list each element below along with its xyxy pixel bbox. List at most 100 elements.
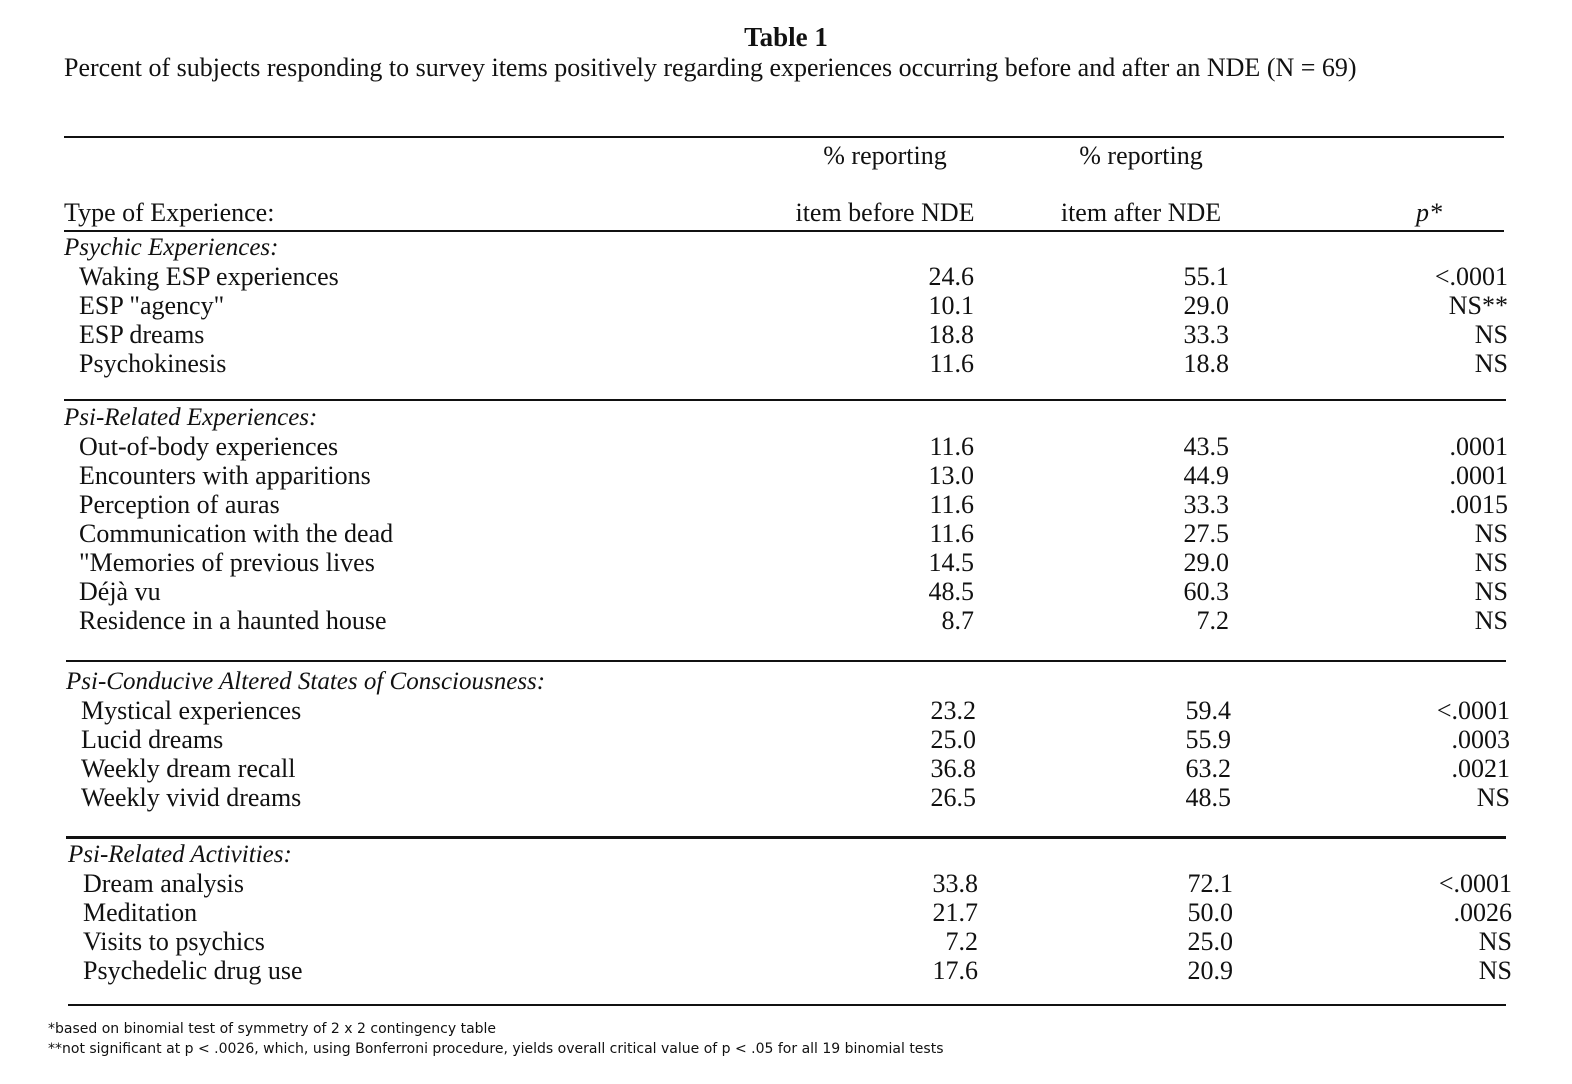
before-value: 24.6 <box>928 262 975 291</box>
row-label: Perception of auras <box>79 490 280 519</box>
row-label: "Memories of previous lives <box>79 548 375 577</box>
p-value: NS <box>1478 956 1512 985</box>
row-label: Visits to psychics <box>83 927 265 956</box>
before-value: 13.0 <box>928 461 975 490</box>
p-value: .0021 <box>1451 754 1511 783</box>
after-value: 72.1 <box>1187 869 1234 898</box>
after-value: 59.4 <box>1185 696 1232 725</box>
p-value: <.0001 <box>1438 869 1512 898</box>
table-row: Perception of auras 11.6 33.3 .0015 <box>64 490 1508 519</box>
before-value: 36.8 <box>930 754 977 783</box>
before-value: 11.6 <box>929 490 974 519</box>
p-value: NS <box>1474 577 1508 606</box>
p-value: NS <box>1474 548 1508 577</box>
p-value: .0026 <box>1453 898 1513 927</box>
table-row: Encounters with apparitions 13.0 44.9 .0001 <box>64 461 1508 490</box>
before-value: 17.6 <box>932 956 979 985</box>
row-label: Déjà vu <box>79 577 161 606</box>
before-value: 48.5 <box>928 577 975 606</box>
p-value: <.0001 <box>1434 262 1508 291</box>
p-value: NS** <box>1448 291 1508 320</box>
bottom-rule <box>68 1004 1506 1006</box>
header-type-of-experience: Type of Experience: <box>64 198 275 227</box>
row-label: Residence in a haunted house <box>79 606 387 635</box>
before-value: 33.8 <box>932 869 979 898</box>
p-value: .0001 <box>1449 461 1509 490</box>
header-p-value: p* <box>1416 198 1442 227</box>
after-value: 48.5 <box>1185 783 1232 812</box>
before-value: 26.5 <box>930 783 977 812</box>
p-value: .0003 <box>1451 725 1511 754</box>
table-row: Residence in a haunted house 8.7 7.2 NS <box>64 606 1508 635</box>
table-row: Lucid dreams 25.0 55.9 .0003 <box>66 725 1510 754</box>
after-value: 33.3 <box>1183 320 1230 349</box>
row-label: ESP "agency" <box>79 291 225 320</box>
p-value: NS <box>1474 606 1508 635</box>
table-row: Mystical experiences 23.2 59.4 <.0001 <box>66 696 1510 725</box>
row-label: Communication with the dead <box>79 519 394 548</box>
before-value: 21.7 <box>932 898 979 927</box>
top-rule <box>64 136 1504 138</box>
row-label: Mystical experiences <box>81 696 302 725</box>
row-label: ESP dreams <box>79 320 205 349</box>
p-value: NS <box>1476 783 1510 812</box>
p-value: NS <box>1474 320 1508 349</box>
table-row: ESP dreams 18.8 33.3 NS <box>64 320 1508 349</box>
footnote-1: *based on binomial test of symmetry of 2… <box>48 1021 497 1037</box>
table-row: Déjà vu 48.5 60.3 NS <box>64 577 1508 606</box>
table-row: Psychokinesis 11.6 18.8 NS <box>64 349 1508 378</box>
row-label: Meditation <box>83 898 198 927</box>
before-value: 25.0 <box>930 725 977 754</box>
row-label: Waking ESP experiences <box>79 262 339 291</box>
section-rule <box>66 660 1506 662</box>
before-value: 11.6 <box>929 432 974 461</box>
section-rule <box>64 399 1506 401</box>
after-value: 25.0 <box>1187 927 1234 956</box>
after-value: 29.0 <box>1183 291 1230 320</box>
table-section-altered-states: Psi-Conducive Altered States of Consciou… <box>66 667 1510 812</box>
header-before-top: % reporting <box>823 141 947 170</box>
table-title: Table 1 <box>744 22 828 52</box>
table-row: Waking ESP experiences 24.6 55.1 <.0001 <box>64 262 1508 291</box>
table-row: Weekly dream recall 36.8 63.2 .0021 <box>66 754 1510 783</box>
after-value: 18.8 <box>1183 349 1230 378</box>
after-value: 55.9 <box>1185 725 1232 754</box>
table-row: Visits to psychics 7.2 25.0 NS <box>68 927 1512 956</box>
table-row: Dream analysis 33.8 72.1 <.0001 <box>68 869 1512 898</box>
p-value: NS <box>1474 349 1508 378</box>
row-label: Psychedelic drug use <box>83 956 303 985</box>
row-label: Weekly vivid dreams <box>81 783 302 812</box>
table-row: Psychedelic drug use 17.6 20.9 NS <box>68 956 1512 985</box>
after-value: 27.5 <box>1183 519 1230 548</box>
table-caption: Percent of subjects responding to survey… <box>64 53 1357 82</box>
after-value: 43.5 <box>1183 432 1230 461</box>
after-value: 7.2 <box>1196 606 1230 635</box>
row-label: Dream analysis <box>83 869 245 898</box>
after-value: 63.2 <box>1185 754 1232 783</box>
table-row: Weekly vivid dreams 26.5 48.5 NS <box>66 783 1510 812</box>
before-value: 11.6 <box>929 349 974 378</box>
after-value: 55.1 <box>1183 262 1230 291</box>
table-section-psychic: Psychic Experiences: Waking ESP experien… <box>64 233 1508 378</box>
table-row: "Memories of previous lives 14.5 29.0 NS <box>64 548 1508 577</box>
before-value: 8.7 <box>941 606 975 635</box>
after-value: 20.9 <box>1187 956 1234 985</box>
section-title: Psychic Experiences: <box>64 234 279 261</box>
table-row: Meditation 21.7 50.0 .0026 <box>68 898 1512 927</box>
row-label: Psychokinesis <box>79 349 227 378</box>
before-value: 23.2 <box>930 696 977 725</box>
header-after-bottom: item after NDE <box>1060 198 1222 227</box>
row-label: Out-of-body experiences <box>79 432 339 461</box>
before-value: 7.2 <box>945 927 979 956</box>
section-rule <box>66 836 1506 839</box>
row-label: Lucid dreams <box>81 725 224 754</box>
header-after-top: % reporting <box>1079 141 1203 170</box>
section-title: Psi-Related Experiences: <box>64 404 318 431</box>
header-rule <box>64 230 1504 232</box>
footnote-2: **not significant at p < .0026, which, u… <box>48 1041 944 1057</box>
before-value: 14.5 <box>928 548 975 577</box>
header-before-bottom: item before NDE <box>795 198 975 227</box>
p-value: <.0001 <box>1436 696 1510 725</box>
table-section-psi-related: Psi-Related Experiences: Out-of-body exp… <box>64 403 1508 635</box>
section-title: Psi-Conducive Altered States of Consciou… <box>66 668 546 695</box>
